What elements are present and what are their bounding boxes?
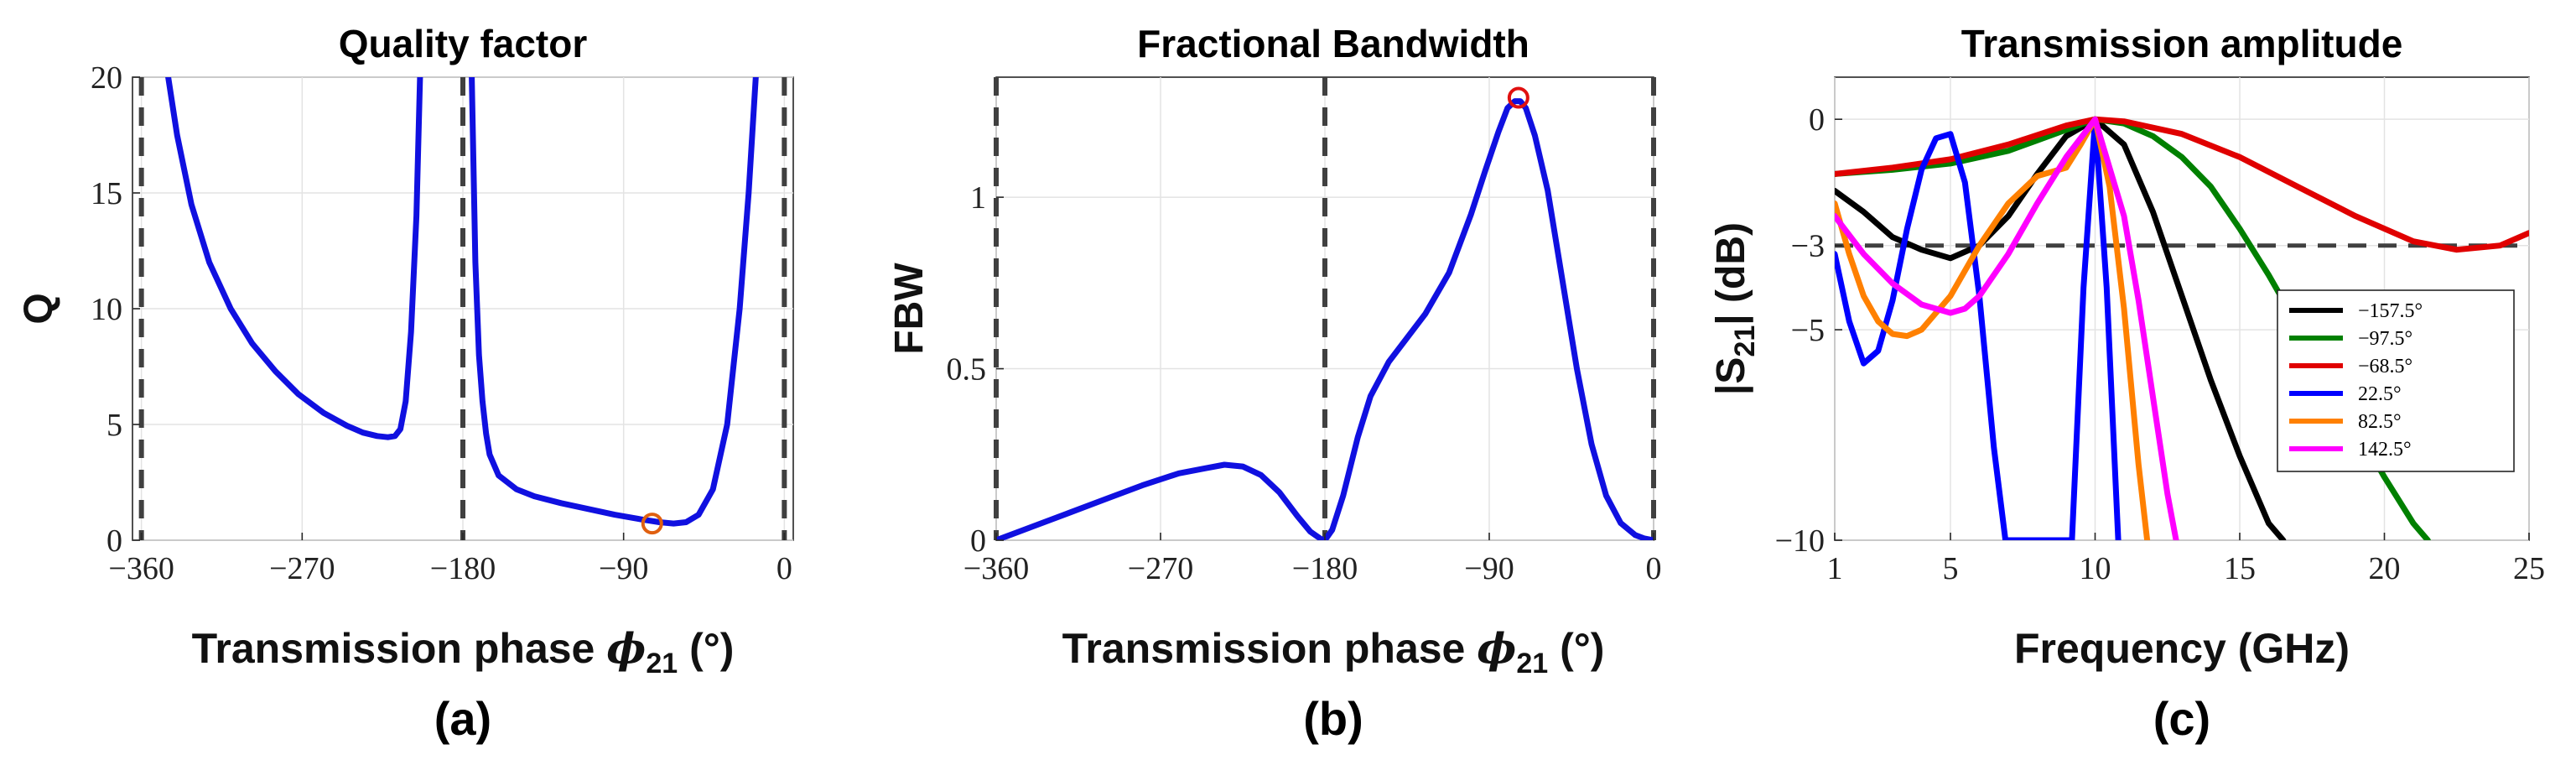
panel-c-y-ticks: 0 −3 −5 −10	[1775, 102, 1842, 559]
x-tick-label: 25	[2513, 551, 2545, 586]
panel-quality-factor: Quality factor −360 −270 −180 −90 0 0 5 10 15 20…	[17, 22, 794, 745]
legend-label: 142.5°	[2358, 439, 2412, 461]
panel-c-letter: (c)	[2153, 692, 2210, 745]
y-tick-label: −10	[1775, 523, 1825, 559]
x-tick-label: 1	[1827, 551, 1843, 586]
series-line-c-5	[1835, 116, 2179, 540]
y-tick-label: 0	[1809, 102, 1825, 138]
x-tick-label: −180	[1292, 551, 1358, 586]
panel-c-y-label-unit: | (dB)	[1709, 222, 1753, 325]
panel-a-letter: (a)	[434, 692, 491, 745]
panel-fractional-bandwidth: Fractional Bandwidth −360 −270 −180 −90 0 00…	[887, 22, 1662, 745]
panel-b-x-label-unit: (°)	[1548, 625, 1604, 672]
y-tick-label: −3	[1791, 229, 1825, 264]
panel-c-y-label-main: |S	[1709, 357, 1753, 395]
y-tick-label: 20	[91, 60, 122, 96]
y-tick-label: 10	[91, 292, 122, 327]
panel-b-series	[996, 98, 1654, 540]
panel-a-asymptotes	[138, 77, 787, 540]
legend-label: −68.5°	[2358, 356, 2412, 377]
panel-c-x-label: Frequency (GHz)	[2014, 625, 2350, 672]
panel-b-y-label: FBW	[887, 263, 932, 355]
panel-c-y-label-sub: 21	[1729, 325, 1761, 357]
y-tick-label: 1	[970, 180, 986, 216]
panel-a-x-label-main: Transmission phase	[192, 625, 607, 672]
x-tick-label: 0	[776, 551, 792, 586]
x-tick-label: −270	[1128, 551, 1193, 586]
panel-a-y-label: Q	[17, 293, 61, 324]
x-tick-label: −180	[430, 551, 496, 586]
x-tick-label: −270	[269, 551, 335, 586]
panel-c-y-label: |S21| (dB)	[1709, 222, 1761, 395]
series-line-c-3	[1835, 116, 2122, 540]
panel-c-title: Transmission amplitude	[1961, 22, 2403, 65]
legend-label: 82.5°	[2358, 411, 2402, 433]
panel-b-title: Fractional Bandwidth	[1137, 22, 1530, 65]
x-tick-label: 0	[1646, 551, 1662, 586]
series-line-c-2	[1835, 116, 2529, 253]
x-tick-label: −360	[963, 551, 1029, 586]
phi-symbol: ϕ	[606, 623, 646, 673]
series-line-a-1	[469, 77, 759, 527]
x-tick-label: 20	[2369, 551, 2401, 586]
x-tick-label: −90	[1464, 551, 1514, 586]
series-line-a-0	[165, 77, 423, 440]
y-tick-label: 0.5	[947, 352, 987, 388]
panel-b-x-label-main: Transmission phase	[1062, 625, 1478, 672]
y-tick-label: 0	[970, 523, 986, 559]
panel-b-markers	[1507, 86, 1530, 109]
panel-b-x-ticks: −360 −270 −180 −90 0	[963, 533, 1662, 586]
panel-a-y-ticks: 0 5 10 15 20	[91, 60, 140, 559]
legend-label: −97.5°	[2358, 328, 2412, 350]
panel-a-markers	[641, 513, 663, 535]
panel-a-title: Quality factor	[339, 22, 588, 65]
panel-b-y-ticks: 00.51	[947, 180, 1004, 559]
x-tick-label: 10	[2080, 551, 2111, 586]
y-tick-label: 15	[91, 176, 122, 211]
y-tick-label: −5	[1791, 313, 1825, 348]
legend-label: −157.5°	[2358, 300, 2423, 322]
panel-b-asymptotes	[994, 77, 1656, 540]
series-line-c-0	[1835, 116, 2287, 540]
y-tick-label: 0	[106, 523, 122, 559]
panel-b-letter: (b)	[1303, 692, 1363, 745]
y-tick-label: 5	[106, 408, 122, 443]
panel-transmission-amplitude: Transmission amplitude 1 5 10 15 20 25 0−3−5−…	[1709, 22, 2545, 745]
x-tick-label: −360	[108, 551, 174, 586]
panel-a-series	[165, 77, 759, 527]
panel-b-x-label: Transmission phase ϕ21 (°)	[1062, 623, 1605, 679]
panel-a-x-label-sub: 21	[646, 648, 678, 679]
x-tick-label: 5	[1943, 551, 1959, 586]
panel-c-x-ticks: 1 5 10 15 20 25	[1827, 533, 2545, 586]
legend-box	[2277, 289, 2515, 472]
panel-c-legend: −157.5° −97.5° −68.5° 22.5° 82.5° 142.5°	[2277, 289, 2515, 472]
optimum-marker	[1507, 86, 1530, 109]
legend-label: 22.5°	[2358, 383, 2402, 405]
panel-a-x-label-unit: (°)	[678, 625, 734, 672]
panel-b-x-label-sub: 21	[1516, 648, 1548, 679]
phi-symbol: ϕ	[1477, 623, 1516, 673]
series-line-c-4	[1835, 116, 2151, 540]
x-tick-label: 15	[2224, 551, 2256, 586]
series-line-b-0	[996, 98, 1654, 540]
x-tick-label: −90	[599, 551, 648, 586]
optimum-marker	[641, 513, 663, 535]
panel-a-x-ticks: −360 −270 −180 −90 0	[108, 533, 792, 586]
panel-a-x-label: Transmission phase ϕ21 (°)	[192, 623, 735, 679]
